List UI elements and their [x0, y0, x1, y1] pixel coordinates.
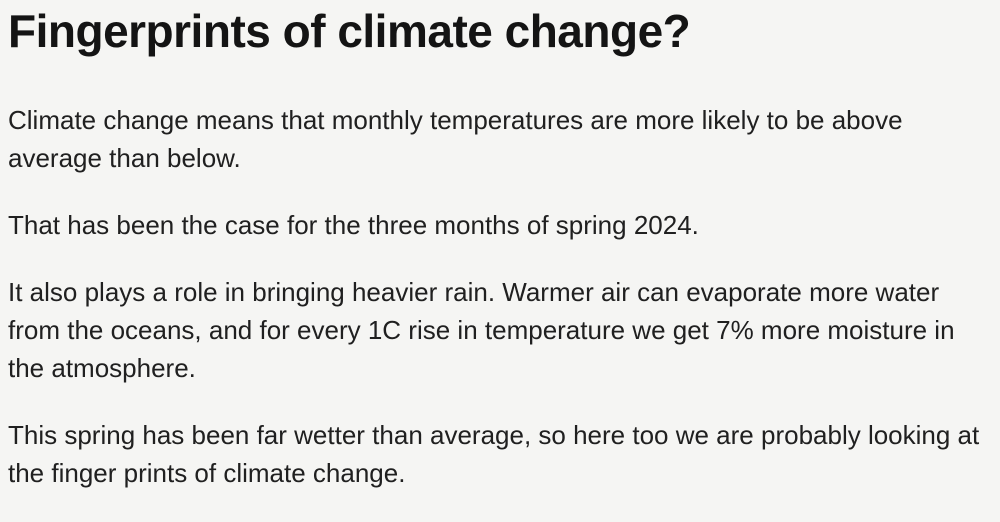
article-paragraph: That has been the case for the three mon…	[8, 210, 699, 241]
article-body: Climate change means that monthly temper…	[8, 101, 990, 492]
article-paragraph: This spring has been far wetter than ave…	[8, 420, 980, 489]
article-paragraph: Climate change means that monthly temper…	[8, 105, 903, 174]
article-headline: Fingerprints of climate change?	[8, 5, 691, 57]
article: Fingerprints of climate change? Climate …	[8, 5, 990, 492]
article-paragraph: It also plays a role in bringing heavier…	[8, 277, 955, 384]
